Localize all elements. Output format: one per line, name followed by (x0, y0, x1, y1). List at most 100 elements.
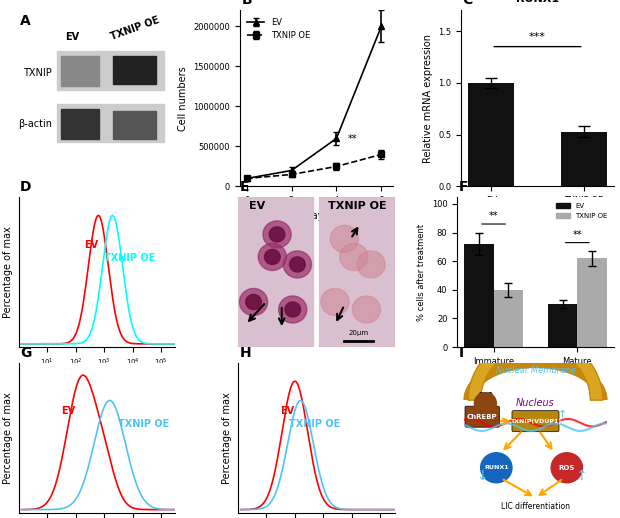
Text: 20μm: 20μm (348, 330, 368, 336)
TXNIP OE (343, 506, 350, 512)
Y-axis label: Cell numbers: Cell numbers (178, 66, 188, 131)
TXNIP OE (172, 507, 179, 513)
EV (18, 507, 25, 513)
Y-axis label: Percentage of max: Percentage of max (3, 392, 13, 484)
EV (138, 341, 145, 347)
Circle shape (239, 289, 268, 315)
Text: Nucleus: Nucleus (516, 398, 555, 408)
EV (141, 341, 148, 347)
Circle shape (474, 393, 497, 414)
Circle shape (321, 289, 349, 315)
Text: EV: EV (65, 32, 79, 42)
Line: TXNIP OE: TXNIP OE (22, 215, 175, 344)
EV (80, 372, 87, 379)
Text: TXNIP OE: TXNIP OE (289, 419, 340, 429)
Circle shape (357, 251, 385, 278)
Text: E: E (239, 180, 249, 194)
Text: Nuclear Membrane: Nuclear Membrane (495, 366, 575, 375)
Wedge shape (468, 336, 603, 400)
EV (94, 212, 102, 219)
EV (305, 435, 312, 441)
EV (253, 505, 260, 511)
Bar (464, 244, 494, 347)
Title: RUNX1: RUNX1 (516, 0, 559, 4)
Text: ***: *** (529, 33, 546, 42)
Bar (238, 197, 313, 347)
TXNIP OE (86, 461, 93, 467)
Line: TXNIP OE: TXNIP OE (241, 400, 394, 510)
TXNIP OE (299, 399, 307, 406)
Text: TXNIP(VDUP1): TXNIP(VDUP1) (510, 419, 561, 424)
TXNIP OE (18, 341, 25, 347)
Circle shape (285, 302, 301, 317)
Circle shape (278, 296, 307, 323)
TXNIP OE (141, 340, 148, 346)
Text: EV: EV (84, 240, 98, 250)
EV (86, 256, 93, 263)
Line: TXNIP OE: TXNIP OE (22, 400, 175, 510)
Bar (560, 132, 607, 186)
Legend: EV, TXNIP OE: EV, TXNIP OE (244, 15, 313, 44)
TXNIP OE (172, 341, 179, 347)
EV (141, 507, 148, 513)
Y-axis label: Percentage of max: Percentage of max (223, 392, 232, 484)
TXNIP OE (138, 339, 145, 345)
Text: β-actin: β-actin (18, 119, 52, 129)
TXNIP OE (86, 333, 93, 339)
Text: ↓: ↓ (476, 469, 488, 483)
Bar (548, 304, 577, 347)
Circle shape (259, 243, 286, 270)
Text: ↑: ↑ (557, 410, 567, 420)
Text: G: G (20, 346, 32, 359)
Line: EV: EV (22, 375, 175, 510)
X-axis label: Days: Days (304, 211, 329, 221)
Text: EV: EV (61, 406, 76, 416)
TXNIP OE (109, 212, 117, 219)
TXNIP OE (357, 507, 365, 513)
Text: A: A (20, 14, 31, 28)
Text: TXNIP: TXNIP (24, 68, 52, 78)
TXNIP OE (305, 417, 312, 423)
Circle shape (283, 251, 311, 278)
Text: **: ** (348, 135, 357, 145)
Circle shape (340, 243, 368, 270)
TXNIP OE (141, 497, 148, 503)
TXNIP OE (106, 397, 113, 404)
FancyBboxPatch shape (512, 411, 559, 431)
Circle shape (246, 294, 262, 309)
Bar (319, 197, 394, 347)
EV (172, 507, 179, 513)
Text: I: I (459, 346, 464, 359)
Bar (468, 83, 515, 186)
Circle shape (265, 249, 280, 264)
EV (80, 297, 87, 304)
Bar (61, 56, 99, 86)
FancyBboxPatch shape (465, 406, 500, 427)
Text: B: B (241, 0, 252, 7)
Text: **: ** (489, 211, 498, 221)
TXNIP OE (33, 507, 41, 513)
Y-axis label: Percentage of max: Percentage of max (3, 226, 13, 318)
Bar (57, 51, 164, 90)
TXNIP OE (138, 493, 145, 499)
EV (138, 506, 145, 512)
EV (291, 378, 298, 384)
TXNIP OE (33, 341, 41, 347)
Line: EV: EV (22, 215, 175, 344)
EV (299, 402, 307, 408)
Text: F: F (459, 180, 468, 194)
Bar (577, 258, 607, 347)
TXNIP OE (391, 507, 398, 513)
Text: EV: EV (281, 406, 294, 416)
EV (123, 501, 131, 507)
Text: **: ** (573, 230, 582, 240)
Line: EV: EV (241, 381, 394, 510)
Y-axis label: Relative mRNA expression: Relative mRNA expression (423, 34, 433, 163)
Circle shape (480, 453, 512, 483)
TXNIP OE (123, 448, 131, 454)
TXNIP OE (123, 297, 131, 303)
Text: TXNIP OE: TXNIP OE (118, 419, 169, 429)
Text: ChREBP: ChREBP (467, 414, 497, 420)
Bar (494, 290, 523, 347)
Text: TXNIP OE: TXNIP OE (104, 253, 155, 263)
